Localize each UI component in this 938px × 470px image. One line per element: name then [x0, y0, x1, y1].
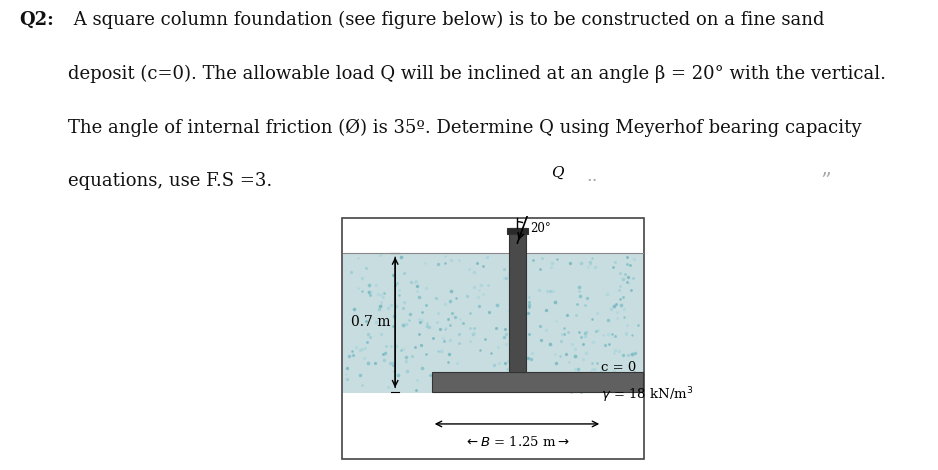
Bar	[507, 228, 527, 234]
Text: equations, use F.S =3.: equations, use F.S =3.	[68, 172, 273, 190]
Bar	[431, 372, 643, 392]
Text: A square column foundation (see figure below) is to be constructed on a fine san: A square column foundation (see figure b…	[68, 11, 825, 29]
Text: $\leftarrow$$B$ = 1.25 m$\rightarrow$: $\leftarrow$$B$ = 1.25 m$\rightarrow$	[464, 435, 570, 449]
Text: $\gamma$ = 18 kN/m$^3$: $\gamma$ = 18 kN/m$^3$	[601, 386, 694, 405]
Text: c = 0: c = 0	[601, 360, 637, 374]
Bar	[343, 253, 643, 393]
Text: ··: ··	[586, 172, 598, 190]
Text: Q2:: Q2:	[19, 11, 53, 29]
Text: 20°: 20°	[530, 222, 551, 235]
Text: Q: Q	[552, 166, 564, 180]
Text: deposit (c=0). The allowable load Q will be inclined at an angle β = 20° with th: deposit (c=0). The allowable load Q will…	[68, 65, 886, 83]
Text: ”: ”	[820, 172, 831, 191]
Bar	[509, 228, 526, 372]
Text: The angle of internal friction (Ø) is 35º. Determine Q using Meyerhof bearing ca: The angle of internal friction (Ø) is 35…	[68, 118, 862, 137]
Text: 0.7 m: 0.7 m	[351, 315, 390, 329]
